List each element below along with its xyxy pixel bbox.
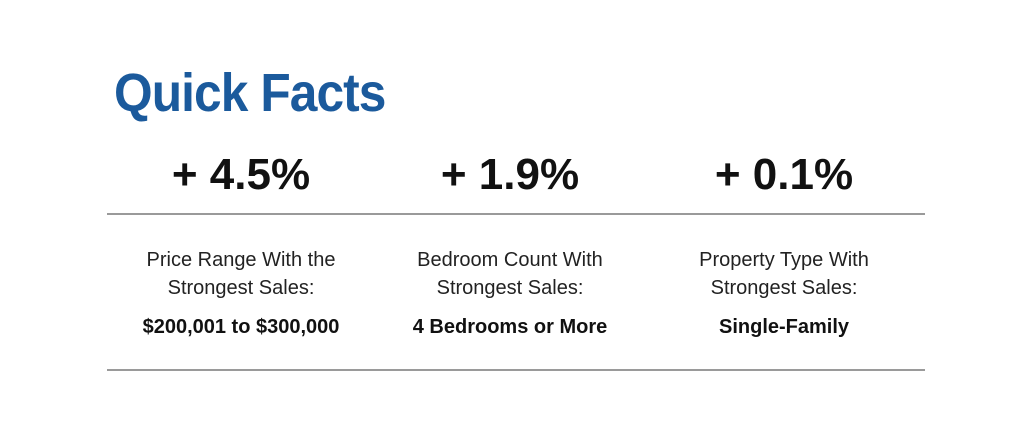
label-line: Property Type With	[699, 249, 869, 271]
fact-value: 4 Bedrooms or More	[412, 316, 608, 338]
fact-label: Price Range With the Strongest Sales:	[101, 246, 381, 302]
fact-label: Bedroom Count With Strongest Sales:	[370, 246, 650, 302]
fact-value: Single-Family	[718, 316, 850, 338]
fact-label: Property Type With Strongest Sales:	[644, 246, 924, 302]
label-line: Strongest Sales:	[167, 277, 315, 299]
label-line: Price Range With the	[146, 249, 336, 271]
fact-change: + 1.9%	[440, 150, 580, 199]
fact-change: + 4.5%	[171, 150, 311, 199]
divider	[107, 213, 925, 215]
title: Quick Facts	[114, 63, 386, 123]
fact-value: $200,001 to $300,000	[142, 316, 340, 338]
fact-change: + 0.1%	[714, 150, 854, 199]
label-line: Bedroom Count With	[417, 249, 603, 271]
label-line: Strongest Sales:	[436, 277, 584, 299]
divider	[107, 369, 925, 371]
label-line: Strongest Sales:	[710, 277, 858, 299]
